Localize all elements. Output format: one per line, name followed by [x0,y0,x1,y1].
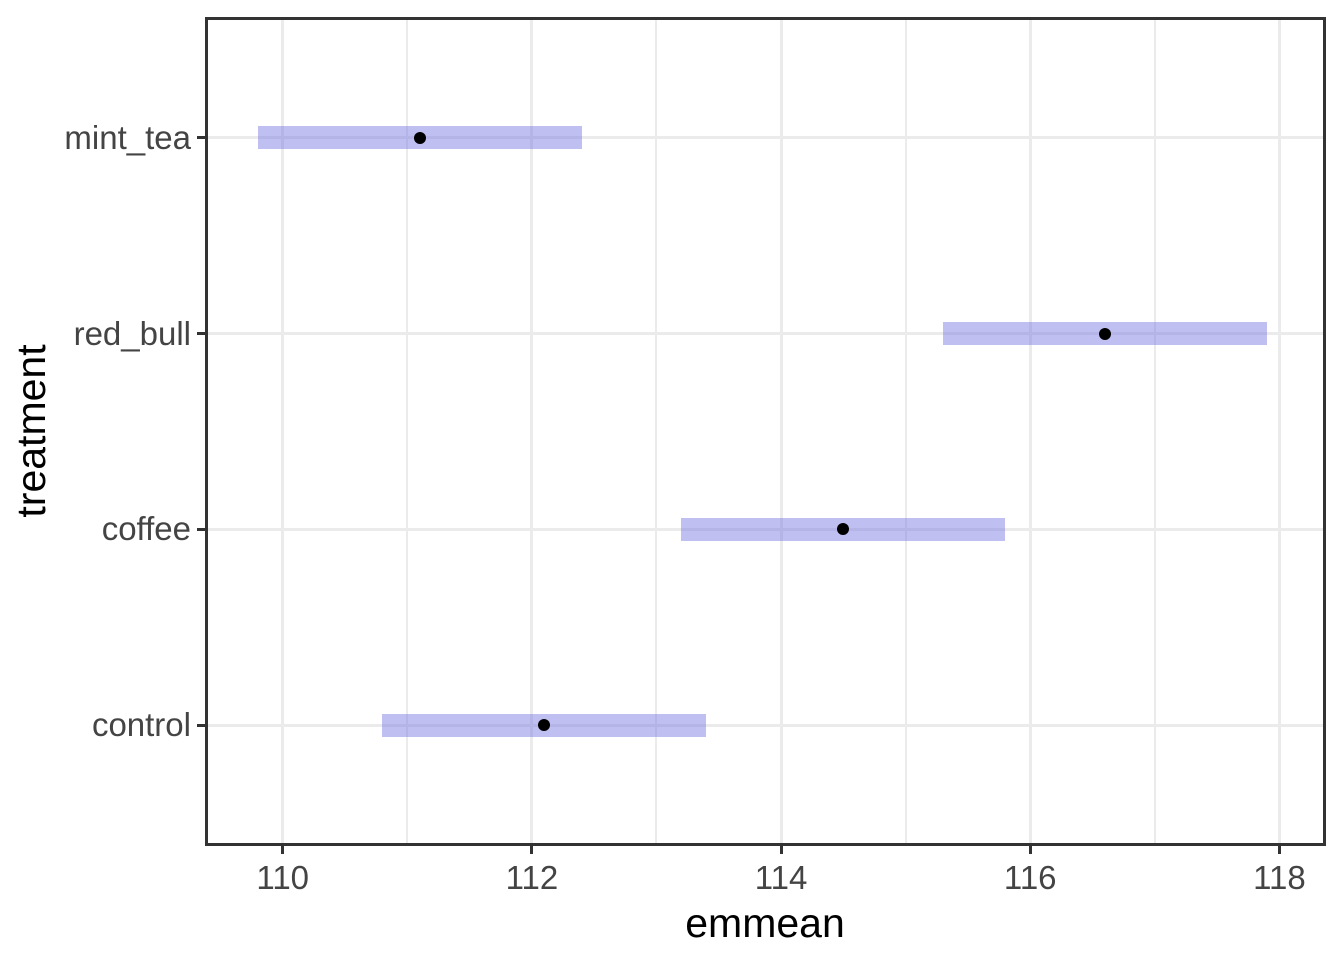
point-estimate-control [538,719,551,732]
x-tick-mark [530,846,534,854]
panel-border [205,17,1326,846]
y-tick-mark [197,527,205,531]
gridline-major-horizontal [208,723,1323,727]
point-estimate-red_bull [1098,327,1111,340]
y-tick-mark [197,332,205,336]
x-tick-label: 116 [1003,859,1057,896]
gridline-major-vertical [1028,20,1032,843]
gridline-major-vertical [281,20,285,843]
y-tick-label-red_bull: red_bull [73,314,191,352]
gridline-major-horizontal [208,332,1323,336]
y-tick-label-control: control [91,706,191,744]
gridline-minor-vertical [406,20,409,843]
x-axis-title: emmean [685,900,845,946]
gridline-major-horizontal [208,527,1323,531]
gridline-minor-vertical [904,20,907,843]
point-estimate-mint_tea [413,131,426,144]
x-tick-label: 110 [256,859,310,896]
x-tick-mark [281,846,285,854]
x-tick-mark [779,846,783,854]
y-tick-mark [197,723,205,727]
x-tick-label: 118 [1253,859,1306,896]
y-tick-label-mint_tea: mint_tea [64,118,191,156]
gridline-minor-vertical [1153,20,1156,843]
y-axis-title: treatment [8,344,54,518]
gridline-major-vertical [779,20,783,843]
gridline-major-vertical [1277,20,1281,843]
x-tick-mark [1277,846,1281,854]
gridline-major-horizontal [208,136,1323,140]
point-estimate-coffee [837,523,850,536]
y-tick-label-coffee: coffee [101,510,191,548]
y-tick-mark [197,136,205,140]
gridline-major-vertical [530,20,534,843]
x-tick-label: 112 [505,859,559,896]
x-tick-label: 114 [754,859,808,896]
x-tick-mark [1028,846,1032,854]
gridline-minor-vertical [655,20,658,843]
